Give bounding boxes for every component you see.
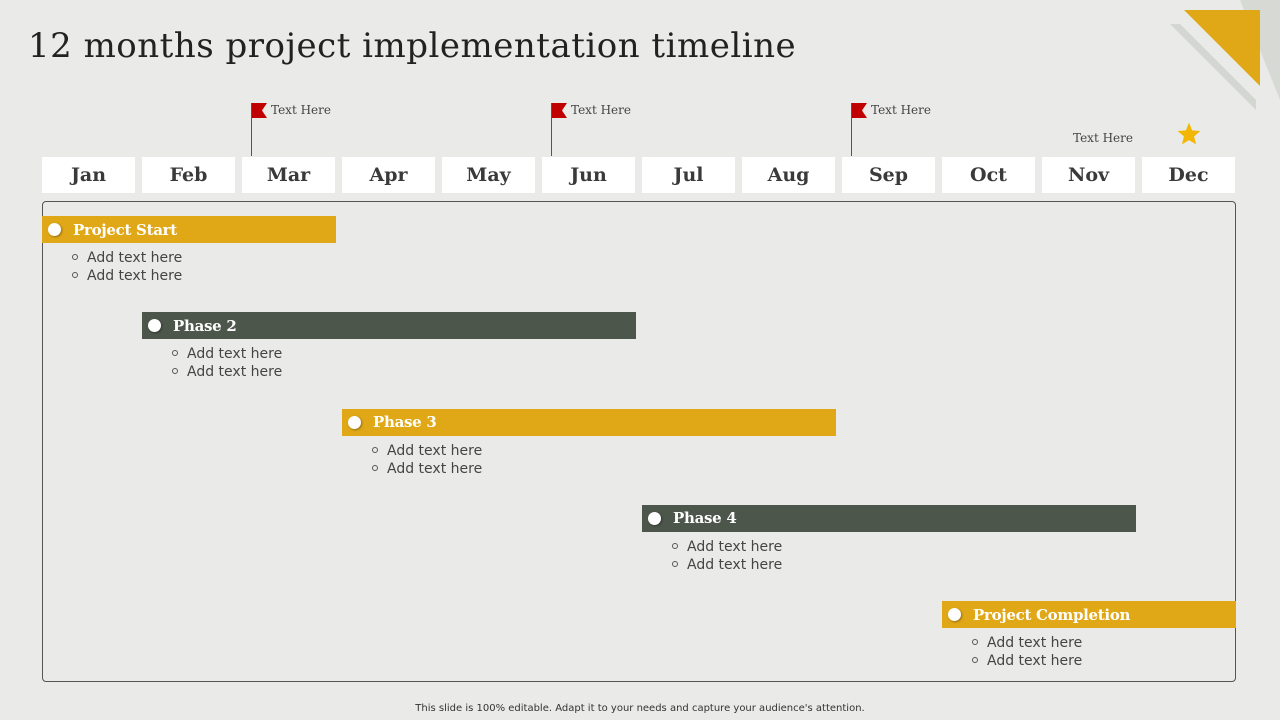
phase-item: Add text here (972, 652, 1082, 670)
month-aug: Aug (742, 157, 835, 193)
month-mar: Mar (242, 157, 335, 193)
phase-item-text: Add text here (387, 460, 483, 477)
month-jan: Jan (42, 157, 135, 193)
bullet-icon (72, 272, 78, 278)
bullet-icon (972, 639, 978, 646)
phase-item-text: Add text here (687, 538, 783, 555)
month-header-row: Jan Feb Mar Apr May Jun Jul Aug Sep Oct Nov Dec (42, 157, 1236, 193)
month-feb: Feb (142, 157, 235, 193)
flag-pole (851, 103, 852, 156)
bullet-icon (372, 446, 378, 453)
phase-items: Add text here Add text here (172, 345, 282, 381)
flag-pole (551, 103, 552, 156)
month-oct: Oct (942, 157, 1035, 193)
phase-bar: Phase 2 (142, 312, 636, 340)
phase-item-text: Add text here (187, 364, 283, 381)
phase-item: Add text here (172, 363, 282, 381)
phase-items: Add text here Add text here (72, 249, 182, 285)
month-jul: Jul (642, 157, 735, 193)
month-dec: Dec (1142, 157, 1235, 193)
month-sep: Sep (842, 157, 935, 193)
bullet-icon (172, 368, 178, 375)
page-title: 12 months project implementation timelin… (28, 26, 797, 66)
phase-items: Add text here Add text here (972, 634, 1082, 670)
phase-item: Add text here (672, 556, 782, 574)
phase-item: Add text here (672, 538, 782, 556)
flag-pole (251, 103, 252, 156)
flag-icon (252, 103, 267, 118)
phase-item-text: Add text here (987, 653, 1083, 670)
phase-dot-icon (948, 608, 961, 622)
phase-dot-icon (48, 223, 61, 236)
phase-item-text: Add text here (87, 268, 183, 284)
phase-dot-icon (648, 511, 661, 525)
milestone-label: Text Here (571, 103, 631, 117)
month-nov: Nov (1042, 157, 1135, 193)
phase-item-text: Add text here (987, 635, 1083, 652)
month-apr: Apr (342, 157, 435, 193)
timeline-panel (42, 201, 1236, 682)
phase-item: Add text here (72, 267, 182, 285)
flag-icon (552, 103, 567, 118)
phase-bar: Project Start (42, 216, 336, 243)
bullet-icon (972, 657, 978, 664)
month-jun: Jun (542, 157, 635, 193)
corner-decoration (1170, 0, 1280, 110)
phase-item: Add text here (972, 634, 1082, 652)
phase-dot-icon (348, 415, 361, 429)
phase-item: Add text here (72, 249, 182, 267)
final-milestone-label: Text Here (1073, 131, 1133, 145)
phase-item: Add text here (172, 345, 282, 363)
milestone-label: Text Here (871, 103, 931, 117)
phase-item-text: Add text here (687, 556, 783, 573)
phase-name: Project Start (73, 220, 177, 239)
phase-bar: Phase 3 (342, 408, 836, 436)
bullet-icon (672, 542, 678, 549)
phase-name: Phase 2 (173, 316, 237, 335)
bullet-icon (372, 464, 378, 471)
phase-item: Add text here (372, 442, 482, 460)
phase-name: Phase 3 (373, 413, 437, 432)
phase-item: Add text here (372, 460, 482, 478)
phase-item-text: Add text here (87, 250, 183, 266)
phase-dot-icon (148, 319, 161, 333)
phase-item-text: Add text here (187, 346, 283, 363)
month-may: May (442, 157, 535, 193)
bullet-icon (172, 350, 178, 357)
phase-bar: Phase 4 (642, 504, 1136, 532)
phase-items: Add text here Add text here (672, 538, 782, 574)
phase-bar: Project Completion (942, 601, 1236, 629)
bullet-icon (72, 254, 78, 260)
flag-icon (852, 103, 867, 118)
milestone-label: Text Here (271, 103, 331, 117)
phase-item-text: Add text here (387, 442, 483, 459)
phase-name: Phase 4 (673, 509, 737, 528)
star-icon (1177, 122, 1201, 145)
footer-note: This slide is 100% editable. Adapt it to… (415, 703, 865, 714)
bullet-icon (672, 560, 678, 567)
phase-name: Project Completion (973, 605, 1131, 624)
phase-items: Add text here Add text here (372, 442, 482, 478)
